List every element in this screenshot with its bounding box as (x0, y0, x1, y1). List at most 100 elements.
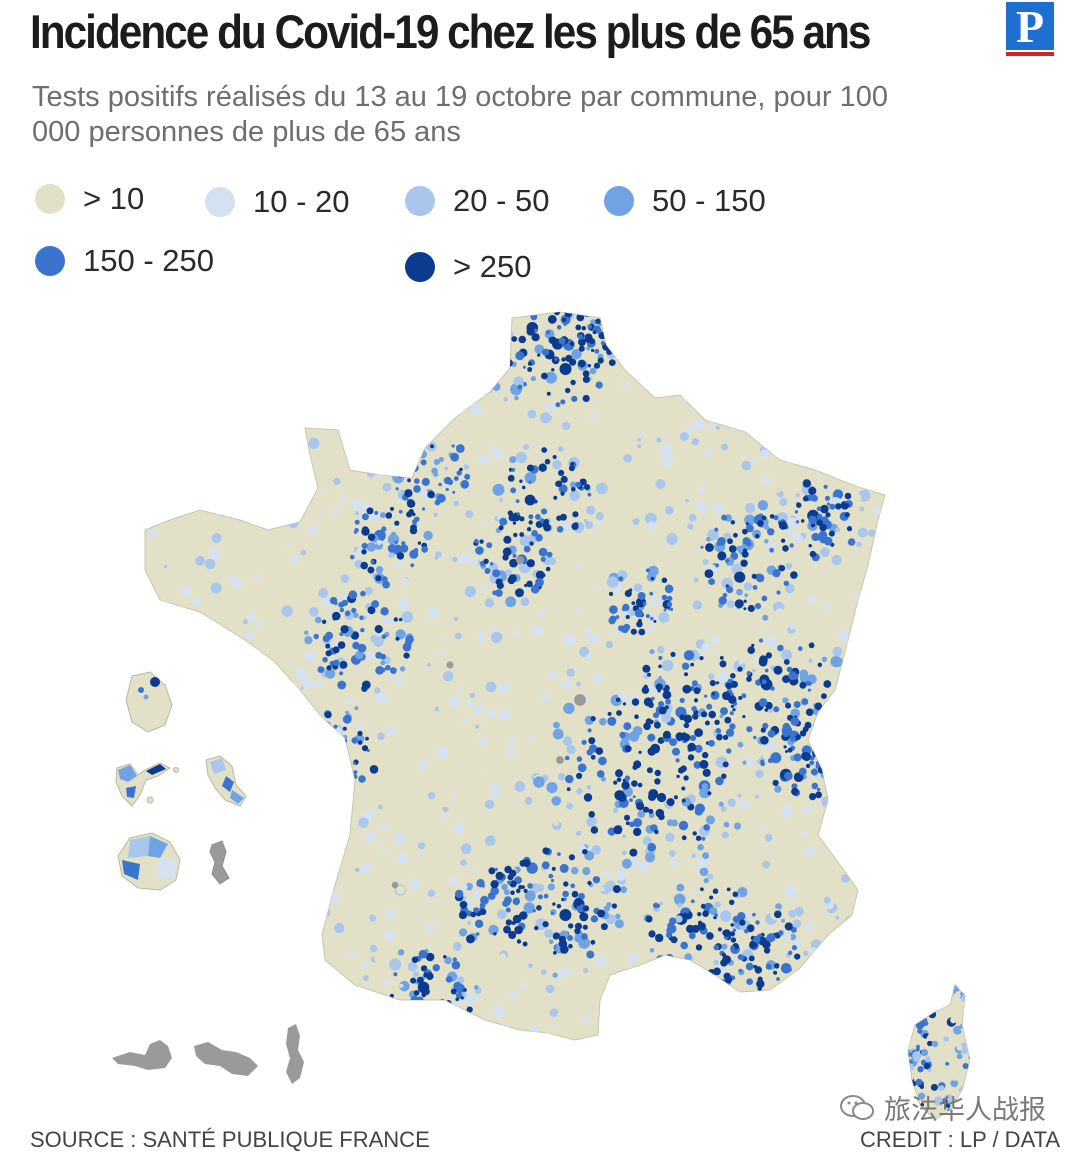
commune-mark (863, 946, 874, 957)
commune-mark (931, 1040, 939, 1048)
commune-mark (386, 673, 393, 680)
commune-mark (263, 1027, 276, 1040)
commune-mark (822, 767, 831, 776)
commune-mark (676, 958, 683, 965)
commune-mark (885, 451, 891, 457)
commune-mark (595, 747, 604, 755)
commune-mark (945, 1103, 951, 1108)
commune-mark (306, 1016, 314, 1024)
commune-mark (784, 771, 793, 781)
commune-mark (714, 719, 720, 725)
commune-mark (790, 894, 797, 901)
commune-mark (599, 299, 605, 305)
commune-mark (701, 711, 708, 718)
commune-mark (530, 1025, 540, 1034)
commune-mark (195, 555, 206, 566)
commune-mark (520, 597, 530, 607)
commune-mark (488, 358, 495, 365)
commune-mark (770, 752, 782, 764)
commune-mark (785, 327, 792, 334)
commune-mark (647, 336, 659, 347)
commune-mark (953, 1025, 962, 1035)
commune-mark (264, 988, 276, 1000)
commune-mark (836, 759, 841, 765)
commune-mark (535, 534, 543, 542)
commune-mark (427, 792, 436, 800)
commune-mark (758, 657, 768, 667)
commune-mark (656, 336, 665, 345)
commune-mark (258, 1026, 263, 1031)
commune-mark (252, 807, 260, 815)
commune-mark (394, 540, 398, 544)
commune-mark (159, 344, 165, 350)
commune-mark (208, 793, 220, 806)
commune-mark (647, 1012, 659, 1024)
commune-mark (333, 745, 339, 751)
commune-mark (761, 515, 767, 521)
commune-mark (146, 486, 158, 499)
commune-mark (472, 512, 478, 519)
commune-mark (777, 465, 789, 478)
commune-mark (602, 344, 607, 349)
commune-mark (492, 448, 503, 459)
commune-mark (725, 728, 735, 737)
commune-mark (794, 953, 801, 960)
commune-mark (479, 539, 484, 544)
commune-mark (557, 446, 564, 452)
commune-mark (835, 779, 841, 786)
commune-mark (761, 679, 767, 685)
commune-mark (790, 974, 798, 983)
commune-mark (348, 590, 358, 600)
commune-mark (348, 793, 353, 797)
commune-mark (280, 324, 286, 330)
commune-mark (847, 538, 856, 546)
logo-letter: P (1015, 1, 1045, 52)
commune-mark (649, 591, 654, 596)
commune-mark (551, 306, 557, 312)
commune-mark (824, 701, 833, 710)
commune-mark (488, 446, 494, 452)
commune-mark (603, 871, 611, 878)
commune-mark (658, 358, 668, 368)
commune-mark (395, 561, 402, 567)
commune-mark (337, 369, 349, 381)
commune-mark (815, 791, 822, 799)
commune-mark (191, 980, 199, 988)
commune-mark (742, 322, 755, 335)
commune-mark (759, 990, 769, 1001)
commune-mark (650, 743, 661, 754)
guadeloupe-area (126, 786, 136, 798)
commune-mark (379, 350, 391, 363)
commune-mark (566, 744, 576, 755)
commune-mark (478, 640, 487, 650)
commune-mark (699, 867, 709, 877)
commune-mark (841, 874, 850, 883)
commune-mark (710, 469, 716, 475)
commune-mark (299, 984, 306, 991)
commune-mark (473, 862, 482, 871)
commune-mark (519, 479, 523, 483)
commune-mark (861, 747, 874, 760)
commune-mark (764, 524, 770, 530)
commune-mark (394, 520, 400, 526)
commune-mark (692, 333, 704, 345)
commune-mark (403, 652, 410, 659)
commune-mark (582, 905, 590, 912)
commune-mark (699, 327, 705, 333)
commune-mark (412, 1014, 417, 1019)
commune-mark (400, 461, 407, 468)
commune-mark (443, 544, 452, 553)
commune-mark (285, 948, 296, 959)
commune-mark (458, 911, 467, 920)
commune-mark (473, 907, 480, 914)
commune-mark (583, 627, 590, 634)
commune-mark (538, 295, 543, 300)
commune-mark (291, 734, 303, 746)
commune-mark (265, 826, 273, 835)
commune-mark (681, 1012, 689, 1021)
commune-mark (366, 542, 376, 552)
commune-mark (531, 530, 538, 537)
commune-mark (482, 769, 486, 773)
commune-mark (624, 745, 632, 753)
commune-mark (527, 409, 537, 419)
